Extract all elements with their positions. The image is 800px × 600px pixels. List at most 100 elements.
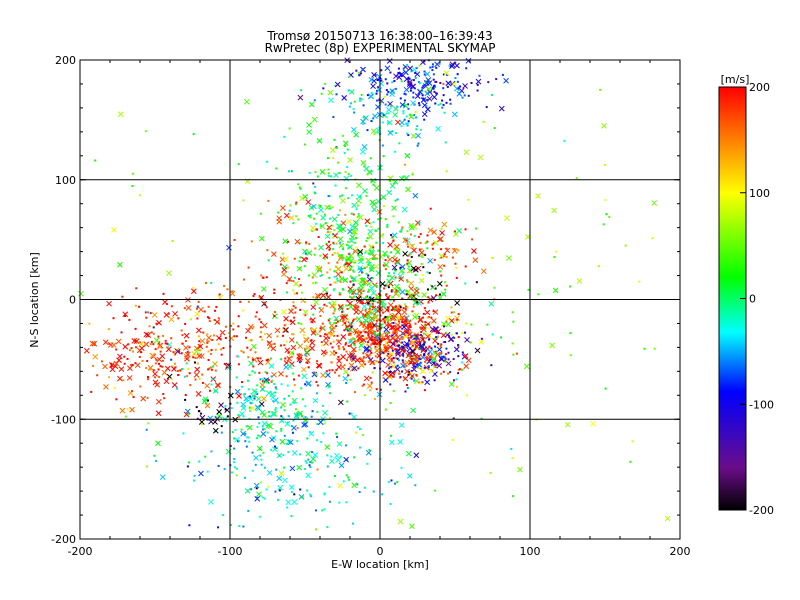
data-point-dot xyxy=(422,343,425,346)
data-point-dot xyxy=(343,329,346,332)
data-point-cross xyxy=(400,362,406,369)
data-point-cross xyxy=(386,354,393,361)
data-point-cross xyxy=(411,224,418,230)
data-point-dot xyxy=(166,346,169,349)
data-point-dot xyxy=(414,322,417,325)
data-point-cross xyxy=(395,350,401,357)
data-point-dot xyxy=(263,428,266,431)
data-point-dot xyxy=(287,394,290,397)
data-point-cross xyxy=(253,454,259,461)
data-point-dot xyxy=(469,341,472,344)
data-point-dot xyxy=(197,410,200,413)
data-point-dot xyxy=(445,331,448,334)
data-point-dot xyxy=(357,367,360,370)
data-point-cross xyxy=(419,336,426,343)
data-point-dot xyxy=(352,357,355,360)
data-point-dot xyxy=(597,265,600,268)
data-point-dot xyxy=(278,454,281,457)
data-point-dot xyxy=(412,344,415,347)
data-point-cross xyxy=(224,364,231,370)
data-point-dot xyxy=(254,391,257,394)
data-point-dot xyxy=(363,266,366,269)
data-point-cross xyxy=(310,330,317,336)
data-point-dot xyxy=(269,357,272,360)
data-point-dot xyxy=(217,343,220,346)
data-point-dot xyxy=(353,391,356,394)
data-point-dot xyxy=(293,257,296,260)
data-point-dot xyxy=(368,307,371,310)
data-point-dot xyxy=(264,371,267,374)
data-point-dot xyxy=(412,79,415,82)
data-point-dot xyxy=(246,436,249,439)
data-point-dot xyxy=(412,305,415,308)
data-point-dot xyxy=(250,488,253,491)
data-point-dot xyxy=(402,307,405,310)
data-point-dot xyxy=(348,412,351,415)
data-point-dot xyxy=(378,292,381,295)
data-point-dot xyxy=(237,414,240,417)
data-point-dot xyxy=(207,358,210,361)
data-point-dot xyxy=(260,297,263,300)
data-point-cross xyxy=(440,291,447,297)
data-point-dot xyxy=(285,375,288,378)
data-point-dot xyxy=(459,85,462,88)
data-point-cross xyxy=(288,215,295,221)
data-point-dot xyxy=(369,304,372,307)
data-point-dot xyxy=(247,356,250,359)
data-point-dot xyxy=(430,316,433,319)
data-point-dot xyxy=(238,415,241,418)
data-point-dot xyxy=(163,397,166,400)
data-point-dot xyxy=(381,493,384,496)
data-point-dot xyxy=(422,375,425,378)
data-point-cross xyxy=(368,264,375,270)
data-point-dot xyxy=(386,255,389,258)
data-point-dot xyxy=(145,316,148,319)
data-point-dot xyxy=(424,253,427,256)
data-point-dot xyxy=(383,254,386,257)
data-point-dot xyxy=(188,346,191,349)
data-point-cross xyxy=(131,338,138,344)
data-point-cross xyxy=(366,320,373,327)
data-point-cross xyxy=(199,338,206,344)
data-point-dot xyxy=(393,371,396,374)
data-point-dot xyxy=(181,368,184,371)
data-point-dot xyxy=(404,303,407,306)
data-point-dot xyxy=(343,264,346,267)
data-point-dot xyxy=(411,292,414,295)
data-point-dot xyxy=(134,362,137,365)
x-tick-label: 100 xyxy=(520,545,541,558)
data-point-dot xyxy=(348,253,351,256)
data-point-dot xyxy=(325,333,328,336)
data-point-dot xyxy=(385,350,388,353)
data-point-cross xyxy=(385,362,391,368)
data-point-cross xyxy=(245,327,251,334)
data-point-dot xyxy=(329,207,332,210)
data-point-cross xyxy=(387,256,393,263)
data-point-dot xyxy=(444,288,447,291)
data-point-cross xyxy=(362,279,369,286)
data-point-dot xyxy=(294,203,297,206)
data-point-dot xyxy=(309,461,312,464)
data-point-cross xyxy=(398,422,405,429)
data-point-dot xyxy=(423,60,426,63)
data-point-cross xyxy=(441,221,448,228)
data-point-dot xyxy=(273,382,276,385)
data-point-cross xyxy=(394,366,401,373)
data-point-dot xyxy=(453,336,456,339)
data-point-dot xyxy=(242,525,245,528)
data-point-dot xyxy=(121,295,124,298)
data-point-dot xyxy=(392,390,395,393)
data-point-cross xyxy=(214,382,221,388)
data-point-cross xyxy=(390,363,397,370)
data-point-dot xyxy=(134,327,137,330)
data-point-dot xyxy=(131,390,134,393)
data-point-dot xyxy=(370,309,373,312)
data-point-cross xyxy=(389,274,395,281)
data-point-dot xyxy=(206,316,209,319)
data-point-dot xyxy=(434,489,437,492)
data-point-dot xyxy=(288,279,291,282)
data-point-dot xyxy=(491,256,494,259)
data-point-cross xyxy=(408,113,415,120)
data-point-cross xyxy=(370,128,377,134)
data-point-dot xyxy=(643,347,646,350)
